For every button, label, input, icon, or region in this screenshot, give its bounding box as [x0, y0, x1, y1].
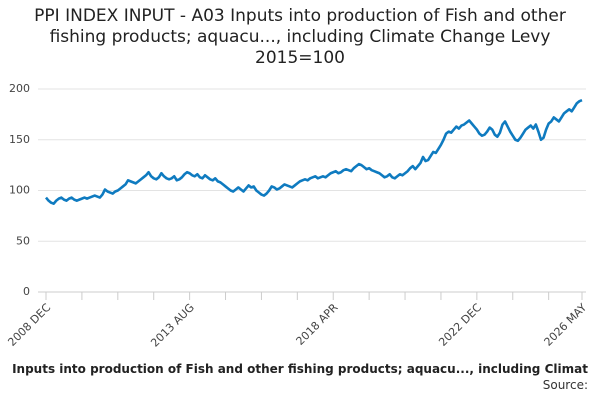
x-tick-label: 2022 DEC	[436, 301, 484, 349]
y-tick-label: 0	[23, 285, 30, 298]
source: Source:	[542, 378, 588, 392]
x-tick-label: 2008 DEC	[5, 301, 53, 349]
y-tick-label: 200	[9, 82, 30, 95]
chart-title: PPI INDEX INPUT - A03 Inputs into produc…	[34, 6, 566, 68]
y-tick-label: 50	[16, 234, 30, 247]
y-tick-label: 150	[9, 133, 30, 146]
x-tick-label: 2026 MAY	[542, 301, 590, 349]
data-line	[45, 98, 583, 205]
series-label: Inputs into production of Fish and other…	[12, 362, 588, 376]
x-tick-label: 2018 APR	[294, 301, 341, 348]
y-tick-label: 100	[9, 184, 30, 197]
x-tick-label: 2013 AUG	[148, 301, 197, 350]
